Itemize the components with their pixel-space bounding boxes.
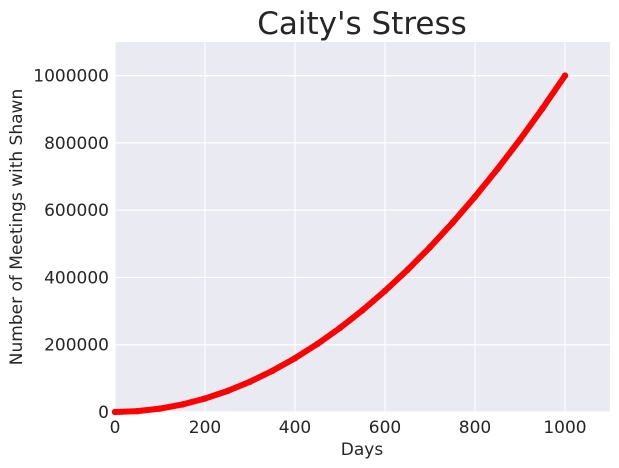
x-tick-label: 600 xyxy=(369,418,401,438)
data-point xyxy=(111,408,119,416)
data-point xyxy=(426,243,434,251)
data-point xyxy=(494,165,501,173)
x-tick-label: 200 xyxy=(189,418,221,438)
data-point xyxy=(314,340,321,348)
data-point xyxy=(449,219,456,226)
y-tick-labels: 0 200000 400000 600000 800000 1000000 xyxy=(33,67,109,423)
plot-area xyxy=(115,42,610,412)
data-point xyxy=(269,367,276,374)
y-tick-label: 400000 xyxy=(44,268,109,288)
data-point xyxy=(134,407,141,415)
data-point xyxy=(336,324,344,332)
data-point xyxy=(246,378,254,385)
y-tick-label: 0 xyxy=(98,403,109,423)
x-tick-label: 400 xyxy=(279,418,311,438)
data-point xyxy=(471,193,479,200)
x-tick-label: 1000 xyxy=(543,418,586,438)
x-tick-label: 0 xyxy=(110,418,121,438)
y-tick-label: 1000000 xyxy=(33,67,109,87)
data-point xyxy=(156,405,164,412)
y-tick-label: 200000 xyxy=(44,336,109,356)
y-axis-label: Number of Meetings with Shawn xyxy=(7,89,27,365)
chart-title: Caity's Stress xyxy=(257,6,467,42)
y-tick-label: 600000 xyxy=(44,201,109,221)
data-point xyxy=(539,105,546,112)
data-point xyxy=(291,354,299,362)
data-point xyxy=(179,401,186,408)
grid xyxy=(114,42,610,413)
x-tick-labels: 0 200 400 600 800 1000 xyxy=(110,418,587,438)
data-point xyxy=(561,72,569,79)
data-point xyxy=(224,387,231,395)
data-point xyxy=(381,287,389,295)
x-tick-label: 800 xyxy=(459,418,491,438)
y-tick-label: 800000 xyxy=(44,134,109,154)
data-point xyxy=(516,136,524,143)
series-layer xyxy=(111,72,569,416)
data-point xyxy=(359,307,366,314)
x-axis-label: Days xyxy=(341,440,384,460)
data-point xyxy=(404,266,411,274)
data-point xyxy=(201,395,209,402)
